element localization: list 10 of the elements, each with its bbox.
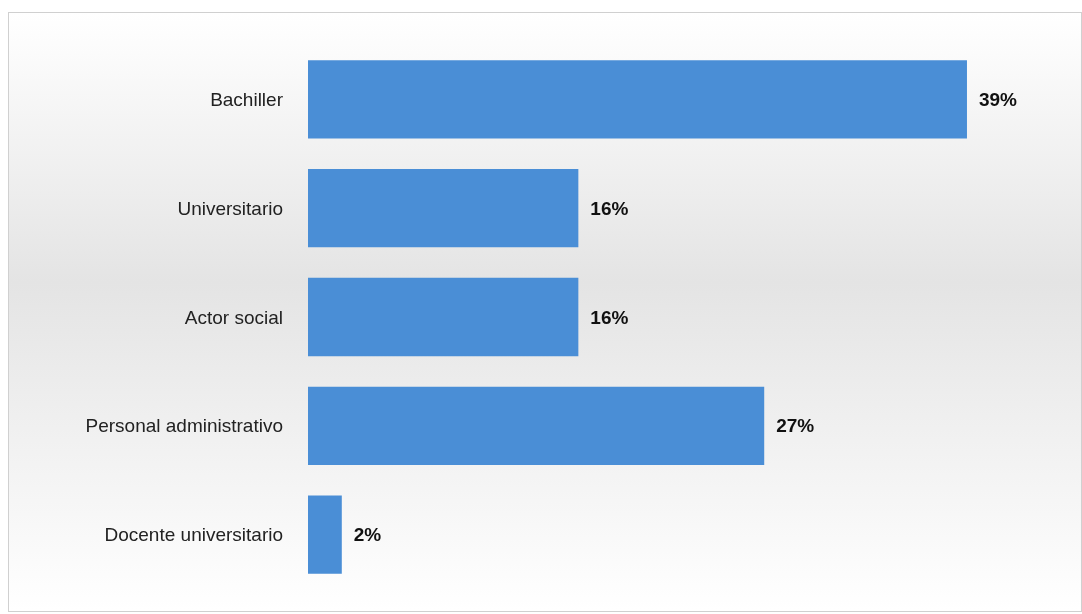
data-label: 16% xyxy=(590,197,629,219)
y-tick-label: Bachiller xyxy=(210,88,284,110)
data-label: 39% xyxy=(978,88,1018,110)
y-tick-label: Actor social xyxy=(184,306,283,328)
y-tick-label: Docente universitario xyxy=(104,524,283,546)
data-label: 2% xyxy=(353,524,382,546)
y-tick-label: Personal administrativo xyxy=(85,415,283,437)
data-label: 16% xyxy=(590,306,629,328)
data-label: 27% xyxy=(776,415,815,437)
y-tick-label: Universitario xyxy=(177,197,283,219)
